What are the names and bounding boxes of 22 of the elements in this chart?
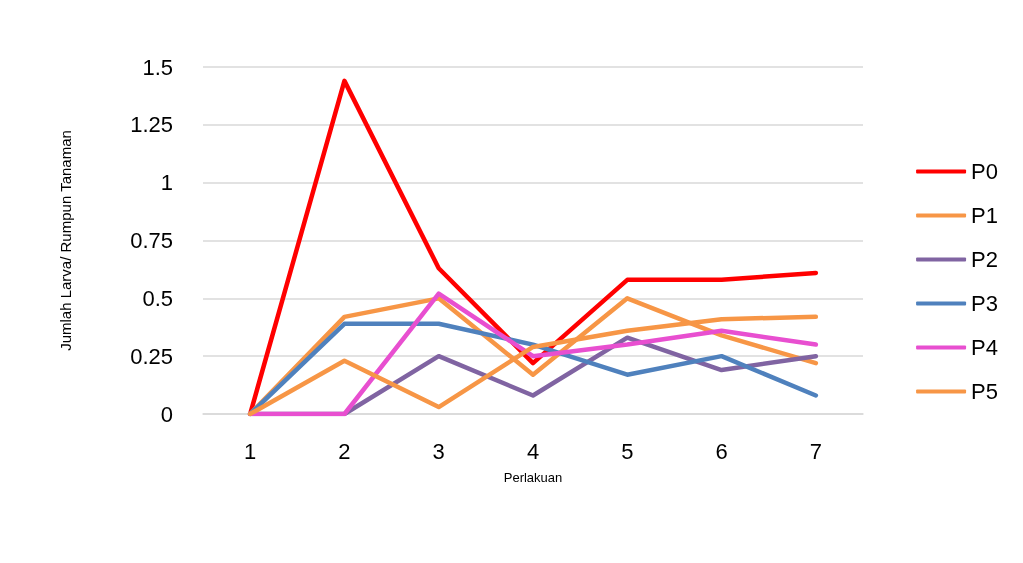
y-tick-label: 0.25 xyxy=(130,343,173,369)
legend-label: P4 xyxy=(971,335,999,360)
y-axis-title: Jumlah Larva/ Rumpun Tanaman xyxy=(57,130,74,351)
x-tick-label: 6 xyxy=(715,438,728,464)
legend-label: P5 xyxy=(971,379,999,404)
x-tick-label: 3 xyxy=(432,438,445,464)
y-tick-label: 0.75 xyxy=(130,228,173,253)
x-tick-label: 7 xyxy=(809,438,822,464)
legend-label: P1 xyxy=(971,203,999,228)
x-tick-label: 4 xyxy=(526,438,540,464)
x-tick-label: 1 xyxy=(244,438,257,464)
x-tick-label: 5 xyxy=(621,438,634,464)
legend-label: P0 xyxy=(971,159,999,184)
y-tick-label: 1.25 xyxy=(130,112,173,138)
y-tick-label: 0.5 xyxy=(142,285,173,311)
legend-label: P3 xyxy=(971,291,999,316)
y-tick-label: 1.5 xyxy=(142,54,173,80)
y-tick-label: 1 xyxy=(160,170,173,196)
y-tick-label: 0 xyxy=(160,401,173,427)
x-tick-label: 2 xyxy=(338,438,351,464)
legend-label: P2 xyxy=(971,247,999,272)
x-axis-title: Perlakuan xyxy=(503,470,563,485)
